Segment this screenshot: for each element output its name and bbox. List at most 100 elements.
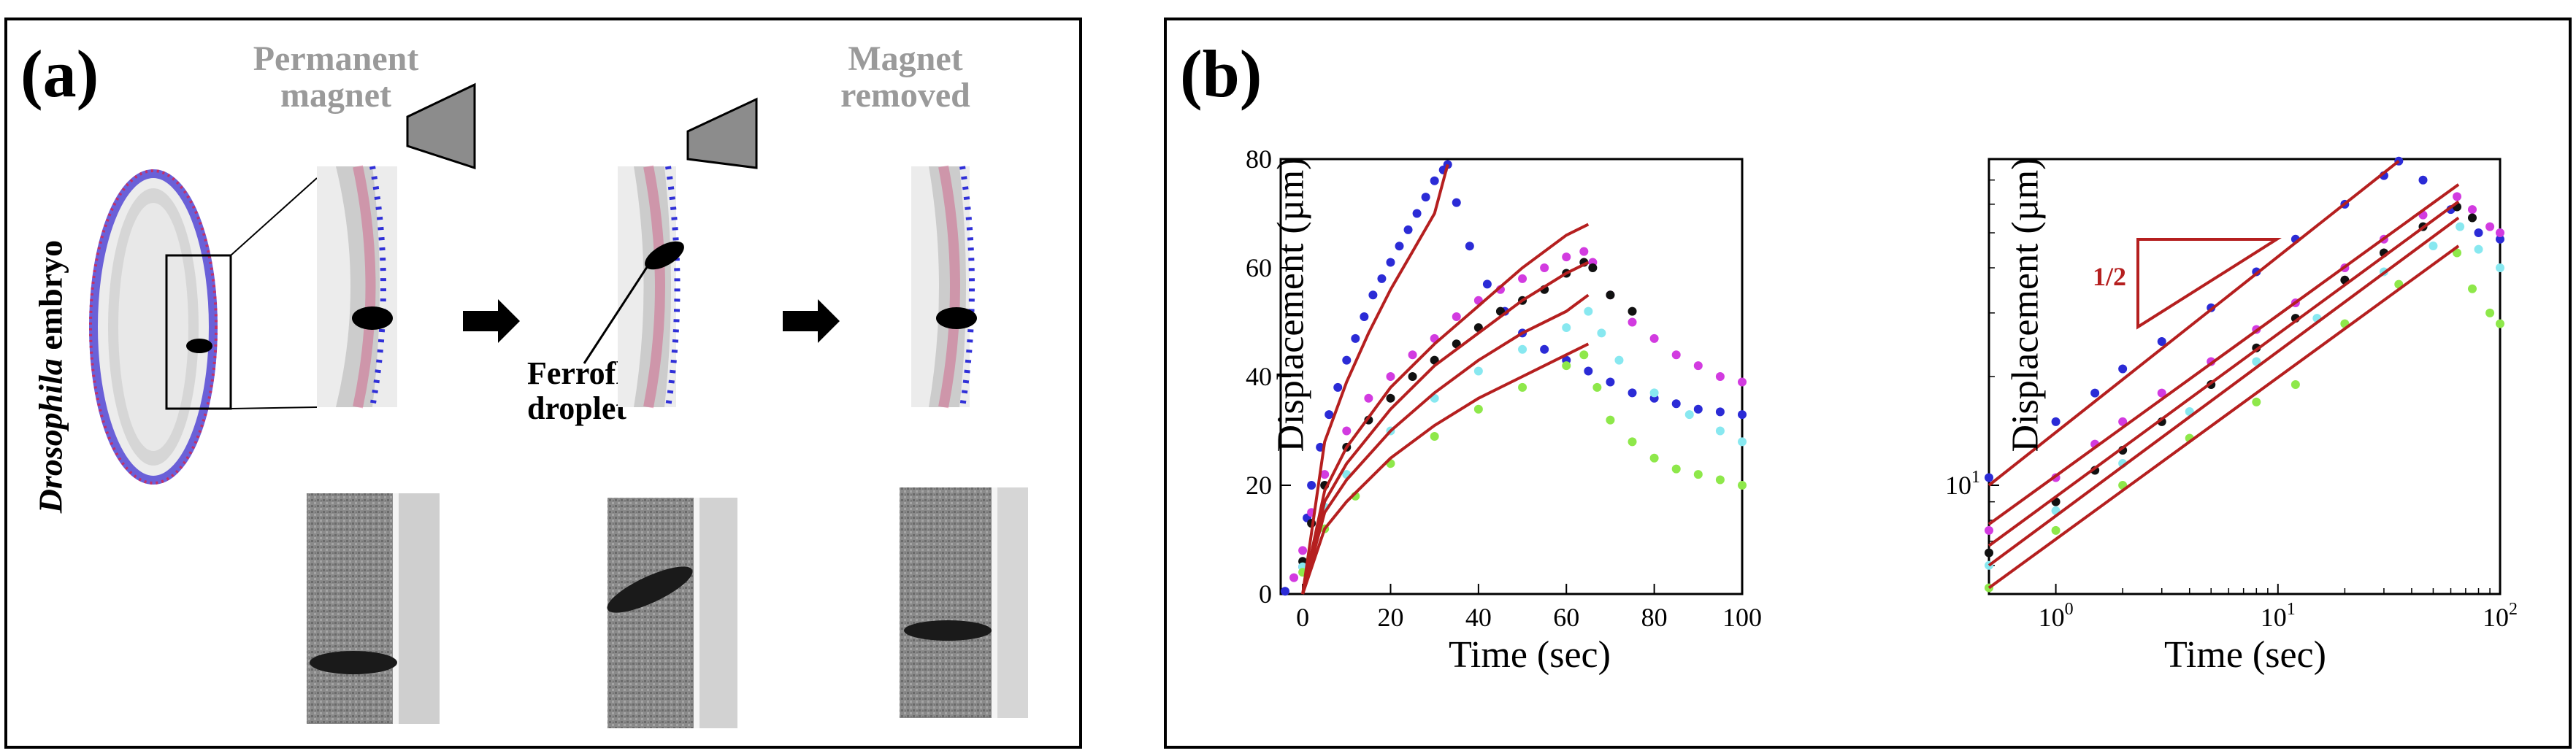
- magnet-shape-1: [406, 82, 476, 170]
- data-point-series-1: [1715, 372, 1725, 381]
- data-point-series-3: [2456, 222, 2465, 231]
- data-point-series-0: [2090, 388, 2100, 398]
- data-point-series-0: [2118, 364, 2128, 374]
- data-point-series-4: [1649, 453, 1659, 463]
- data-point-series-3: [2429, 241, 2438, 250]
- fit-line-1: [1987, 183, 2460, 526]
- data-point-series-0: [1421, 193, 1430, 202]
- data-point-series-3: [1473, 366, 1483, 376]
- magnet-removed-label: Magnet removed: [840, 39, 970, 115]
- data-point-series-0: [1671, 399, 1681, 409]
- data-point-series-1: [2118, 417, 2128, 426]
- data-point-series-0: [1377, 274, 1387, 283]
- data-point-series-1: [1562, 252, 1571, 262]
- panel-a-label: (a): [20, 36, 99, 111]
- x-tick-label: 80: [1641, 603, 1668, 632]
- data-point-series-0: [1281, 587, 1290, 596]
- y-tick-label: 80: [1246, 144, 1272, 174]
- data-point-series-4: [2496, 319, 2504, 328]
- data-point-series-4: [2467, 284, 2477, 293]
- permanent-magnet-label: Permanent magnet: [253, 39, 419, 115]
- data-point-series-0: [1452, 198, 1461, 207]
- data-point-series-1: [1320, 470, 1330, 479]
- magnet-shape-2: [686, 97, 758, 169]
- x-tick-label: 20: [1377, 603, 1403, 632]
- chart-log-ylabel: Displacement (µm): [2004, 157, 2047, 452]
- data-point-series-1: [1985, 525, 1993, 535]
- data-point-series-0: [2157, 337, 2166, 347]
- zoom-view-1: [317, 165, 397, 409]
- data-point-series-3: [1614, 355, 1624, 365]
- panel-b: (b) 0 20 40 60 80 100 0 20 40 60 80 100 101 102 101 Ti…: [1164, 18, 2572, 749]
- data-point-series-0: [1307, 481, 1316, 490]
- fit-line-3: [1301, 293, 1590, 595]
- micrograph-2: [607, 498, 737, 728]
- y-tick-label: 40: [1246, 362, 1272, 391]
- data-point-series-3: [1715, 426, 1725, 436]
- data-point-series-4: [1715, 475, 1725, 485]
- data-point-series-0: [1985, 473, 1993, 482]
- y-tick-label: 20: [1246, 471, 1272, 500]
- y-tick-label: 0: [1259, 579, 1272, 609]
- data-point-series-4: [2051, 525, 2061, 535]
- x-tick-label: 0: [1296, 603, 1309, 632]
- x-tick-label: 60: [1553, 603, 1579, 632]
- data-point-series-0: [1584, 366, 1593, 376]
- data-point-series-0: [1430, 176, 1439, 185]
- data-point-series-4: [1606, 415, 1615, 425]
- data-point-series-3: [1684, 410, 1694, 420]
- data-point-series-3: [1649, 388, 1659, 398]
- data-point-series-4: [1518, 382, 1527, 392]
- zoom-view-3: [911, 165, 977, 409]
- data-point-series-2: [1606, 290, 1615, 300]
- arrow-1: [463, 299, 520, 343]
- data-point-series-1: [1386, 372, 1395, 381]
- y-tick-label: 60: [1246, 253, 1272, 282]
- fit-line-4: [1301, 342, 1590, 595]
- data-point-series-0: [1395, 242, 1404, 251]
- data-point-series-1: [2496, 228, 2504, 238]
- data-point-series-4: [1693, 470, 1703, 479]
- fit-line-2: [1987, 200, 2460, 547]
- data-point-series-1: [1738, 377, 1747, 387]
- data-point-series-2: [1588, 263, 1598, 272]
- data-point-series-0: [1325, 410, 1334, 420]
- data-point-series-4: [2252, 397, 2261, 406]
- data-point-series-4: [1473, 404, 1483, 414]
- panel-b-label: (b): [1180, 36, 1262, 111]
- data-point-series-1: [1540, 263, 1549, 272]
- data-point-series-1: [1628, 317, 1637, 327]
- data-point-series-1: [1298, 546, 1308, 555]
- data-point-series-0: [1693, 404, 1703, 414]
- data-point-series-4: [1738, 481, 1747, 490]
- data-point-series-0: [1342, 355, 1352, 365]
- data-point-series-1: [2467, 205, 2477, 215]
- data-point-series-3: [2474, 244, 2483, 254]
- data-point-series-1: [1579, 247, 1589, 256]
- data-point-series-2: [1386, 393, 1395, 403]
- micrograph-1: [307, 493, 440, 724]
- data-point-series-0: [2051, 417, 2061, 426]
- embryo-drawing: [89, 169, 318, 485]
- data-point-series-4: [1592, 382, 1602, 392]
- data-point-series-4: [2453, 248, 2462, 258]
- data-point-series-0: [1360, 312, 1369, 322]
- data-point-series-0: [1351, 333, 1360, 343]
- fit-line-0: [1301, 163, 1449, 595]
- chart-log-xlabel: Time (sec): [2164, 634, 2326, 676]
- data-point-series-0: [1386, 258, 1395, 267]
- data-point-series-4: [2485, 308, 2495, 317]
- data-point-series-4: [1579, 350, 1589, 360]
- data-point-series-0: [1715, 407, 1725, 417]
- slope-label: 1/2: [2093, 262, 2127, 291]
- x-tick-label: 102: [2483, 600, 2518, 632]
- fit-line-2: [1301, 261, 1590, 595]
- data-point-series-3: [2252, 357, 2261, 366]
- arrow-2: [783, 299, 840, 343]
- data-point-series-2: [1408, 372, 1417, 381]
- data-point-series-0: [1606, 377, 1615, 387]
- data-point-series-0: [1540, 344, 1549, 354]
- y-tick-label: 101: [1945, 468, 1980, 500]
- data-point-series-0: [1403, 225, 1413, 234]
- fit-line-3: [1987, 216, 2460, 567]
